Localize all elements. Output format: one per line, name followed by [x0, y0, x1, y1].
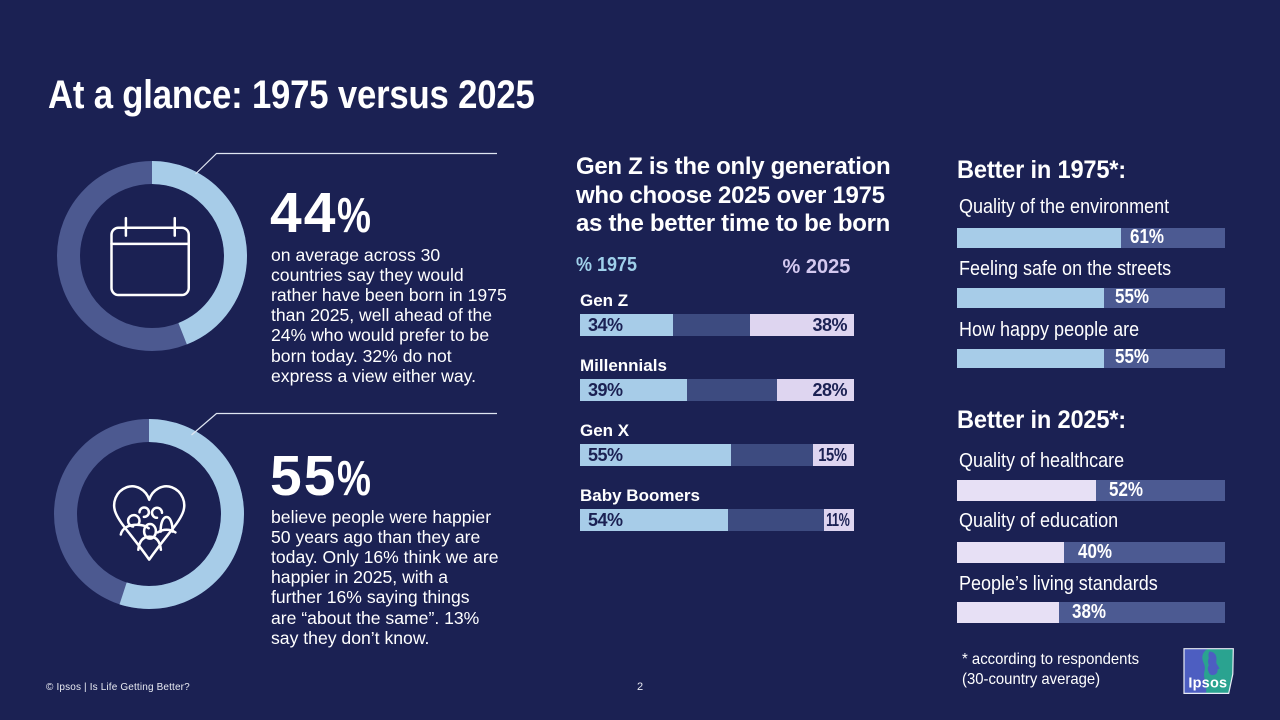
svg-text:Ipsos: Ipsos: [1188, 676, 1227, 692]
